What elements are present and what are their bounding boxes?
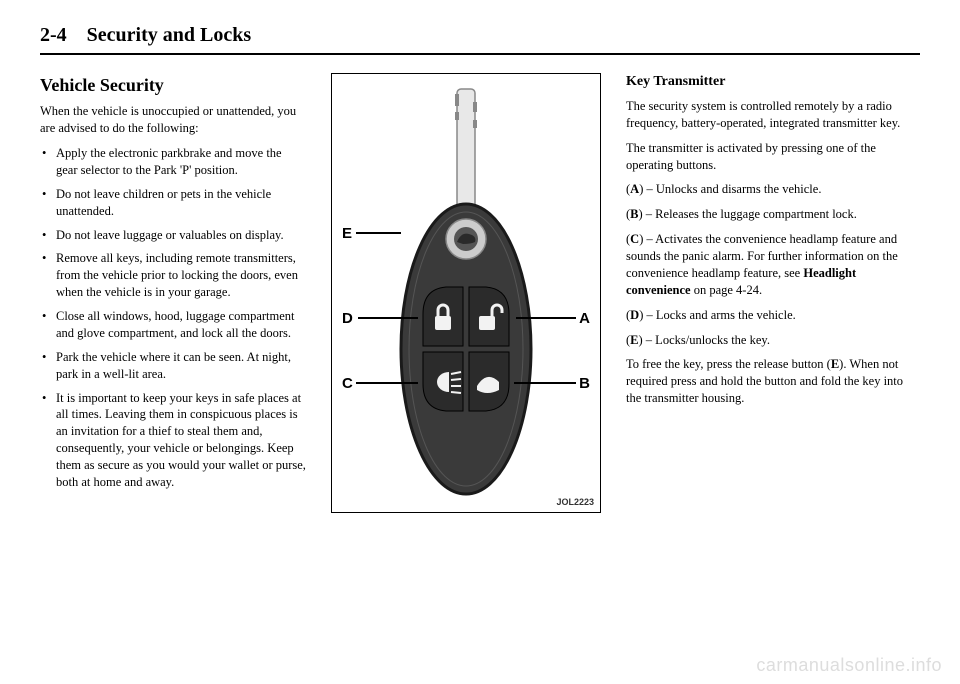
item-c: (C) – Activates the convenience headlamp… (626, 231, 920, 299)
leader-line (358, 317, 418, 319)
right-column: Key Transmitter The security system is c… (626, 73, 920, 513)
list-item: Close all windows, hood, luggage compart… (40, 308, 306, 342)
label-d: D (342, 309, 353, 329)
key-fob-figure: E D C A B JOL2223 (331, 73, 601, 513)
label-a: A (579, 309, 590, 329)
leader-line (356, 232, 401, 234)
item-a: (A) – Unlocks and disarms the vehicle. (626, 181, 920, 198)
leader-line (356, 382, 418, 384)
figure-id: JOL2223 (556, 496, 594, 508)
watermark: carmanualsonline.info (756, 655, 942, 676)
label-b: B (579, 374, 590, 394)
list-item: Park the vehicle where it can be seen. A… (40, 349, 306, 383)
item-d: (D) – Locks and arms the vehicle. (626, 307, 920, 324)
list-item: Do not leave children or pets in the veh… (40, 186, 306, 220)
intro-text: When the vehicle is unoccupied or unatte… (40, 103, 306, 137)
advice-list: Apply the electronic parkbrake and move … (40, 145, 306, 491)
leader-line (514, 382, 576, 384)
item-e: (E) – Locks/unlocks the key. (626, 332, 920, 349)
leader-line (516, 317, 576, 319)
label-c: C (342, 374, 353, 394)
item-b: (B) – Releases the luggage compartment l… (626, 206, 920, 223)
list-item: Remove all keys, including remote transm… (40, 250, 306, 301)
paragraph: The transmitter is activated by pressing… (626, 140, 920, 174)
subheading: Key Transmitter (626, 73, 920, 92)
figure-column: E D C A B JOL2223 (326, 73, 606, 513)
list-item: Do not leave luggage or valuables on dis… (40, 227, 306, 244)
label-e: E (342, 224, 352, 244)
section-heading: Vehicle Security (40, 73, 306, 97)
page-number: 2-4 (40, 24, 67, 46)
chapter-title: Security and Locks (87, 24, 251, 46)
left-column: Vehicle Security When the vehicle is uno… (40, 73, 306, 513)
list-item: It is important to keep your keys in saf… (40, 390, 306, 491)
paragraph: To free the key, press the release butto… (626, 356, 920, 407)
list-item: Apply the electronic parkbrake and move … (40, 145, 306, 179)
key-fob-svg (391, 84, 541, 504)
page-header: 2-4 Security and Locks (40, 24, 920, 55)
paragraph: The security system is controlled remote… (626, 98, 920, 132)
